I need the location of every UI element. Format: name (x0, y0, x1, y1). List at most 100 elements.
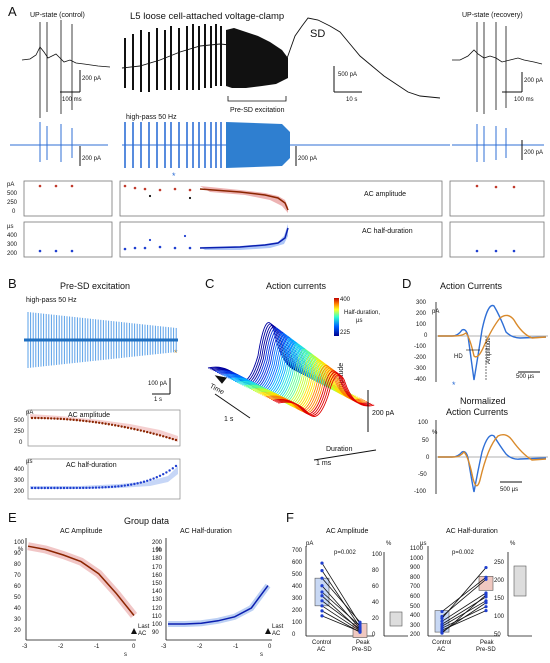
f-hd-pair-line (441, 592, 487, 622)
f-amp-pair-line (321, 600, 361, 630)
f-left-ptick: 100 (372, 552, 383, 558)
e-right-ytick: 130 (152, 597, 163, 604)
b-hd-dot (37, 486, 40, 490)
b-amp-tick-1: 250 (14, 429, 25, 435)
d-control-norm-trace (438, 434, 547, 493)
f-amp-point-control (320, 609, 324, 613)
a-left-spikes (39, 20, 73, 118)
b-amp-dot (142, 430, 146, 433)
d-pre-sd-norm-trace (438, 433, 547, 487)
e-right-ytick: 170 (152, 564, 163, 571)
e-right-ytick: 160 (152, 572, 163, 579)
b-scale-y: 100 pA (148, 381, 168, 387)
b-hd-tick-2: 200 (14, 489, 25, 495)
e-hd-plot (168, 583, 271, 627)
b-amp-dot (37, 416, 40, 420)
e-right-ytick: 180 (152, 556, 163, 563)
f-amp-point-control (320, 604, 324, 608)
a-left-title: UP-state (control) (30, 12, 85, 19)
b-hd-dot (117, 485, 120, 488)
a-amp-dots (38, 184, 516, 200)
b-amp-tick-0: 500 (14, 418, 25, 424)
f-left-ytick: 0 (292, 632, 296, 638)
f-hd-plot (434, 565, 527, 635)
b-amp-dot (66, 418, 69, 421)
b-hd-dot (130, 483, 133, 486)
f-amp-point-control (320, 561, 324, 565)
e-left-ytick: 30 (14, 617, 21, 623)
e-amp-plot (27, 542, 138, 619)
e-right-xunit: s (260, 652, 263, 658)
a-bracket-label: Pre-SD excitation (230, 107, 285, 114)
panel-letter-e: E (8, 510, 17, 525)
b-amp-dot (69, 418, 72, 421)
b-hd-dot (34, 486, 37, 490)
c-cbar-label: Half-duration, (344, 310, 381, 316)
b-hd-dot (120, 484, 123, 488)
f-left-ptick: 20 (372, 616, 379, 622)
b-amp-dots (30, 416, 178, 442)
c-dur-scale: 1 ms (316, 460, 332, 467)
b-hd-dot (30, 486, 34, 490)
b-hd-dot (171, 467, 174, 470)
f-right-cat2a: Peak (480, 640, 494, 646)
b-amp-unit: pA (26, 410, 34, 416)
a-hd-tick-2: 200 (7, 251, 18, 257)
b-amp-dot (146, 430, 149, 434)
f-hd-point-pre (484, 605, 488, 609)
e-left-arrow (131, 628, 137, 634)
b-amp-dot (85, 419, 88, 423)
b-amp-dot (139, 429, 142, 432)
f-hd-point-pre (484, 577, 488, 581)
d-asterisk: * (452, 380, 456, 390)
b-amp-dot (75, 418, 79, 422)
b-amp-dot (149, 431, 152, 435)
a-right-spikes (476, 22, 507, 114)
b-amp-dot (72, 418, 75, 422)
panel-e-figure (25, 538, 272, 641)
b-hd-dot (82, 486, 85, 490)
f-amp-pct-box (389, 611, 403, 627)
a-amp-label: AC amplitude (364, 191, 407, 198)
b-amp-tick-2: 0 (19, 440, 23, 446)
b-amp-label: AC amplitude (68, 412, 111, 419)
b-hd-dot (46, 486, 50, 490)
a-center-scalebar (333, 66, 362, 93)
f-amp-pair-line (321, 577, 361, 623)
f-hd-pair-line (441, 594, 487, 634)
f-left-pct: % (386, 541, 392, 547)
f-amp-point-control (320, 569, 324, 573)
panel-letter-d: D (402, 276, 412, 291)
a-center-title: L5 loose cell-attached voltage-clamp (130, 11, 285, 22)
f-left-p: p=0.002 (334, 550, 356, 556)
e-left-ytick: 40 (14, 606, 21, 612)
f-left-ptick: 80 (372, 568, 379, 574)
b-amp-dot (168, 436, 171, 440)
f-amp-point-control (320, 594, 324, 598)
f-amp-plot (314, 561, 403, 638)
b-hd-dot (101, 486, 104, 489)
f-hd-point-control (440, 619, 444, 623)
d-tick1-7: -400 (414, 377, 427, 383)
b-amp-dot (158, 434, 162, 437)
b-hd-dot (136, 482, 139, 485)
b-amp-dot (40, 416, 43, 420)
f-hd-pair-line (441, 567, 487, 619)
f-hd-point-control (440, 609, 444, 614)
f-right-cat2b: Pre-SD (476, 647, 496, 653)
b-hd-dot (165, 471, 168, 474)
c-cbar-bottom: 225 (340, 330, 351, 336)
e-left-xtick-2: -1 (94, 644, 100, 650)
f-left-ytick: 400 (292, 584, 303, 590)
b-amp-dot (62, 417, 66, 421)
a-scale-right-y: 200 pA (524, 78, 544, 84)
f-hd-point-control (440, 616, 444, 621)
b-amp-dot (133, 427, 136, 431)
b-hd-dot (50, 486, 53, 490)
f-left-ytick: 700 (292, 548, 303, 554)
panel-a-figure (10, 17, 545, 258)
a-left-scalebar (60, 70, 81, 93)
b-hd-dot (149, 478, 152, 481)
b-scale-x: 1 s (154, 397, 163, 403)
